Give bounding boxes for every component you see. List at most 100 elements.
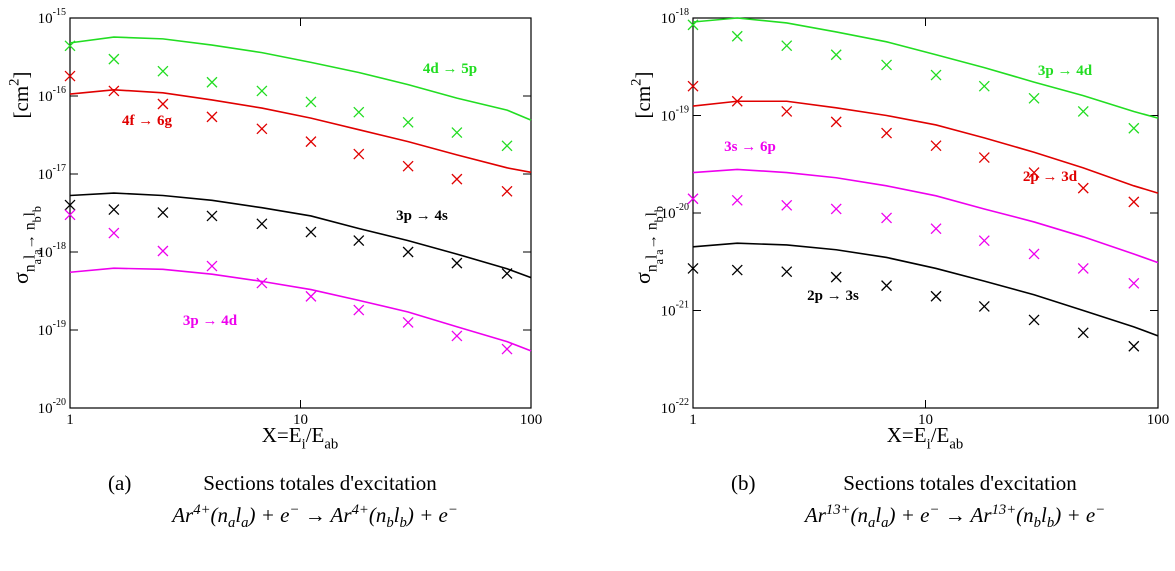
data-marker (930, 223, 942, 235)
x-tick-label: 10 (918, 412, 933, 428)
formula-part: a (241, 515, 249, 532)
series-label: 2p → 3d (1023, 169, 1078, 185)
theory-line (692, 100, 1159, 194)
data-marker (451, 330, 463, 342)
y-tick-base: 10 (38, 11, 53, 27)
theory-line (69, 267, 532, 352)
formula-part: − (447, 502, 458, 518)
data-marker (978, 80, 990, 92)
y-tick-label: 10-19 (38, 319, 66, 339)
y-axis-label-part: l (22, 212, 39, 216)
x-axis-label-part: /E (306, 423, 325, 447)
data-marker (830, 116, 842, 128)
y-tick-base: 10 (661, 206, 676, 222)
data-marker (687, 19, 699, 31)
formula-part: ) + e (248, 503, 290, 527)
formula-part: 13+ (825, 502, 851, 518)
x-axis-label-part: ab (324, 436, 338, 452)
data-marker (978, 152, 990, 164)
caption-formula: Ar4+(nala) + e− → Ar4+(nblb) + e− (172, 502, 458, 532)
data-marker (1028, 92, 1040, 104)
y-axis-label-part: a (30, 258, 44, 264)
data-marker (64, 199, 76, 211)
y-axis-units-part: ] (631, 72, 655, 79)
data-marker (1077, 327, 1089, 339)
data-marker (1128, 340, 1140, 352)
data-marker (501, 343, 513, 355)
y-tick-label: 10-20 (38, 397, 66, 417)
formula-part: l (235, 503, 242, 527)
x-tick-label: 100 (1147, 412, 1170, 428)
y-axis-label-part: b (652, 206, 666, 212)
y-tick-label: 10-18 (38, 241, 66, 261)
y-tick-base: 10 (38, 401, 53, 417)
data-marker (830, 49, 842, 61)
data-marker (157, 245, 169, 257)
data-marker (1028, 248, 1040, 260)
data-marker (1028, 167, 1040, 178)
y-axis-label-part: l (644, 255, 661, 259)
series-label: 4d → 5p (423, 61, 477, 77)
data-marker (881, 280, 893, 292)
theory-line (69, 192, 532, 279)
data-marker (881, 127, 893, 139)
x-tick-label: 100 (520, 412, 543, 428)
data-marker (108, 53, 120, 65)
y-tick-label: 10-20 (661, 202, 689, 222)
formula-part: (n (210, 503, 228, 527)
data-marker (353, 106, 365, 118)
y-tick-label: 10-19 (661, 105, 689, 125)
data-marker (781, 106, 793, 117)
y-tick-base: 10 (661, 401, 676, 417)
formula-part: − (929, 502, 940, 518)
series-label: 4f → 6g (122, 113, 172, 129)
y-tick-exponent: -18 (53, 241, 66, 252)
data-marker (1077, 262, 1089, 274)
data-marker (108, 227, 120, 239)
y-tick-base: 10 (38, 167, 53, 183)
caption-label: (b) (731, 471, 756, 495)
y-axis-label-part: l (644, 212, 661, 216)
y-tick-base: 10 (661, 304, 676, 320)
y-tick-label: 10-22 (661, 397, 689, 417)
y-tick-exponent: -21 (676, 300, 689, 311)
y-axis-label-part: → n (644, 222, 661, 249)
formula-part: 4+ (193, 502, 211, 518)
data-marker (206, 111, 218, 123)
formula-part: b (1046, 515, 1055, 532)
data-marker (687, 262, 699, 274)
data-marker (451, 173, 463, 185)
formula-part: a (867, 515, 876, 532)
formula-part: ) + e (406, 503, 448, 527)
data-marker (305, 96, 317, 108)
x-axis-label-part: i (927, 436, 931, 452)
data-marker (881, 212, 893, 224)
formula-part: → Ar (299, 503, 352, 527)
caption-text: Sections totales d'excitation (203, 471, 437, 495)
formula-part: l (393, 503, 400, 527)
x-tick-label: 1 (689, 412, 697, 428)
x-axis-label-part: /E (931, 423, 950, 447)
data-marker (305, 290, 317, 302)
formula-part: 4+ (351, 502, 369, 518)
formula-part: (n (850, 503, 868, 527)
data-marker (881, 59, 893, 71)
data-marker (781, 40, 793, 52)
y-axis-label-part: b (30, 206, 44, 212)
y-axis-units-part: 2 (7, 79, 23, 86)
y-tick-base: 10 (38, 323, 53, 339)
data-marker (731, 95, 743, 107)
data-marker (930, 290, 942, 302)
data-marker (353, 148, 365, 160)
y-tick-label: 10-17 (38, 163, 66, 183)
data-marker (64, 70, 76, 82)
x-axis-label-part: i (302, 436, 306, 452)
series-label: 3s → 6p (724, 139, 776, 155)
theory-line (692, 17, 1159, 119)
theory-line (69, 36, 532, 121)
data-marker (731, 194, 743, 206)
data-marker (731, 264, 743, 276)
x-tick-label: 10 (293, 412, 308, 428)
formula-part: 13+ (991, 502, 1017, 518)
